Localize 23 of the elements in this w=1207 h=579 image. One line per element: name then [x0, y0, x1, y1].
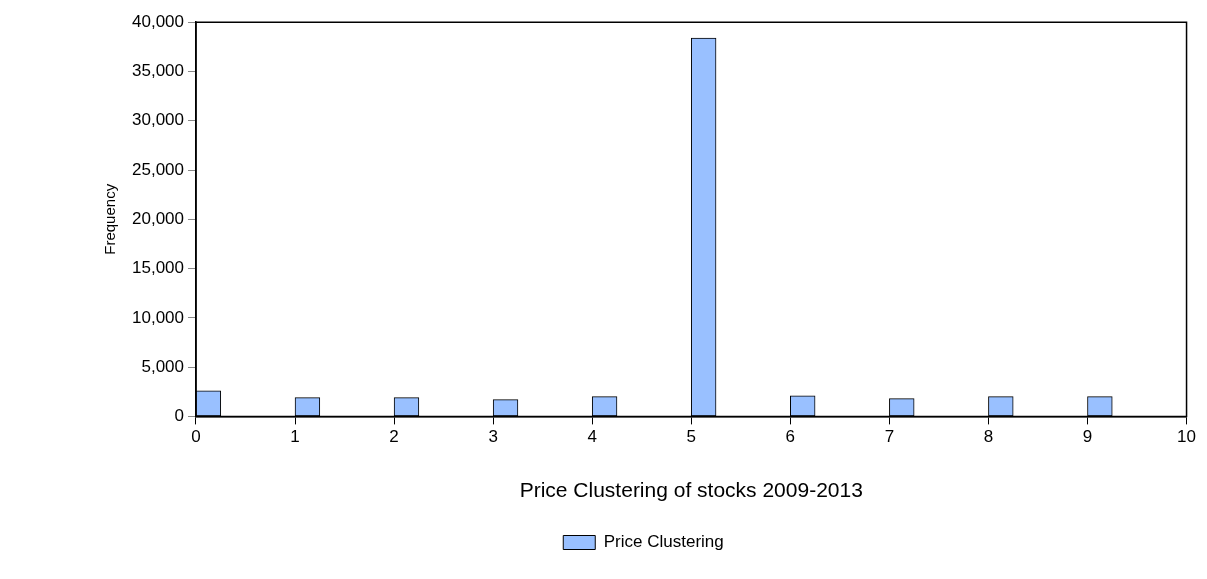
x-tick-label: 8	[983, 427, 994, 447]
x-tick-label: 3	[488, 427, 498, 447]
x-tick-label: 0	[191, 427, 201, 447]
x-tick-label: 10	[1177, 427, 1197, 447]
y-tick-label: 30,000	[132, 110, 184, 130]
legend-label: Price Clustering	[603, 532, 724, 552]
x-tick-label: 7	[884, 427, 895, 447]
y-tick-label: 35,000	[132, 61, 184, 81]
y-tick-label: 5,000	[141, 356, 184, 376]
y-tick-label: 20,000	[132, 208, 184, 228]
y-tick-label: 25,000	[132, 159, 184, 179]
x-axis-title: Price Clustering of stocks 2009-2013	[519, 478, 863, 502]
y-tick-label: 40,000	[132, 11, 184, 31]
y-tick-label: 0	[174, 406, 184, 426]
x-tick-label: 9	[1082, 427, 1093, 447]
x-tick-label: 2	[389, 427, 399, 447]
x-tick-label: 5	[686, 427, 697, 447]
x-tick-label: 1	[290, 427, 300, 447]
x-tick-label: 4	[587, 427, 597, 447]
x-tick-label: 6	[785, 427, 796, 447]
y-axis-title: Frequency	[101, 183, 119, 255]
y-tick-label: 10,000	[132, 307, 184, 327]
y-tick-label: 15,000	[132, 258, 184, 278]
